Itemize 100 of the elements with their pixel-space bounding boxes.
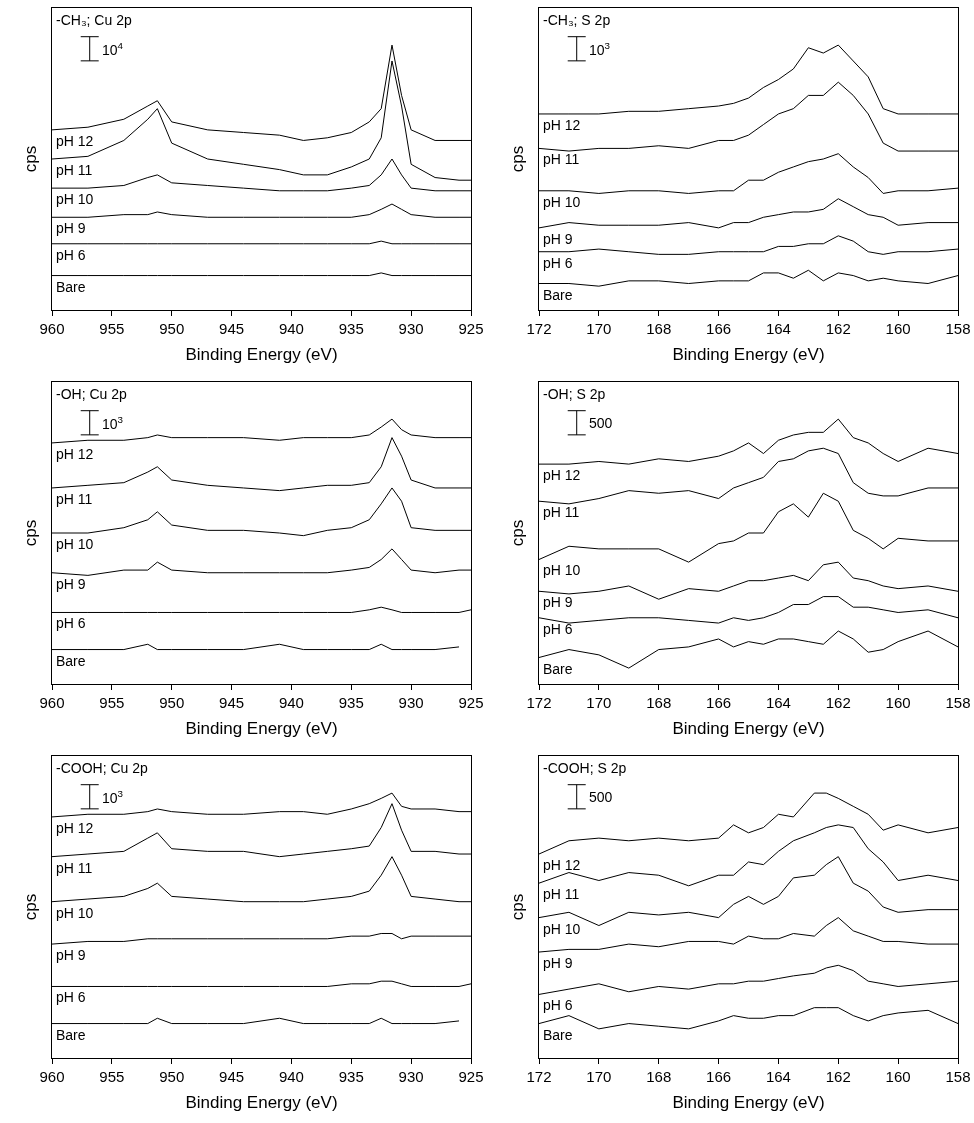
series-label: pH 11 xyxy=(543,886,580,902)
x-tick-label: 164 xyxy=(765,320,791,337)
x-tick-label: 162 xyxy=(825,694,851,711)
x-tick-label: 955 xyxy=(99,1068,125,1085)
series-label: pH 12 xyxy=(543,467,581,483)
series-label: pH 6 xyxy=(56,247,86,263)
series-label: pH 6 xyxy=(543,621,573,637)
x-tick-label: 925 xyxy=(458,1068,484,1085)
x-tick-label: 170 xyxy=(586,694,612,711)
annotation: 10$^{3}$ xyxy=(102,414,124,432)
series-label: pH 9 xyxy=(543,955,573,971)
x-tick-label: 935 xyxy=(338,694,364,711)
chart-title: -COOH; S 2p xyxy=(543,760,627,776)
series-label: pH 10 xyxy=(56,191,94,207)
series-label: pH 11 xyxy=(56,162,93,178)
x-tick-label: 945 xyxy=(219,694,245,711)
x-tick-label: 158 xyxy=(945,694,971,711)
x-tick-label: 162 xyxy=(825,320,851,337)
x-tick-label: 950 xyxy=(159,320,185,337)
x-tick-label: 935 xyxy=(338,320,364,337)
x-tick-label: 950 xyxy=(159,1068,185,1085)
x-tick-label: 955 xyxy=(99,694,125,711)
series-label: pH 9 xyxy=(56,576,86,592)
x-tick-label: 945 xyxy=(219,320,245,337)
series-label: pH 10 xyxy=(543,562,581,578)
series-label: Bare xyxy=(543,661,573,677)
x-tick-label: 166 xyxy=(706,320,732,337)
annotation: 500 xyxy=(589,789,613,805)
annotation: 500 xyxy=(589,415,613,431)
legend-label: pH 12 xyxy=(56,446,94,462)
x-axis-title: Binding Energy (eV) xyxy=(672,345,825,365)
series-label: pH 6 xyxy=(543,255,573,271)
x-axis-title: Binding Energy (eV) xyxy=(185,1093,338,1113)
x-tick-label: 168 xyxy=(646,320,672,337)
x-tick-label: 955 xyxy=(99,320,125,337)
x-tick-label: 930 xyxy=(398,1068,424,1085)
annotation: 10$^{3}$ xyxy=(589,40,611,58)
series-label: Bare xyxy=(543,287,573,303)
x-tick-label: 170 xyxy=(586,320,612,337)
x-tick-label: 162 xyxy=(825,1068,851,1085)
series-label: Bare xyxy=(543,1027,573,1043)
x-tick-label: 950 xyxy=(159,694,185,711)
series-label: pH 12 xyxy=(543,117,581,133)
series-label: pH 11 xyxy=(543,504,580,520)
x-tick-label: 172 xyxy=(526,1068,552,1085)
series-label: pH 12 xyxy=(56,133,94,149)
x-tick-label: 925 xyxy=(458,694,484,711)
x-tick-label: 164 xyxy=(765,1068,791,1085)
x-tick-label: 925 xyxy=(458,320,484,337)
annotation: 10$^{3}$ xyxy=(102,788,124,806)
series-label: pH 11 xyxy=(56,860,93,876)
series-label: pH 10 xyxy=(56,536,94,552)
x-tick-label: 930 xyxy=(398,694,424,711)
x-tick-label: 940 xyxy=(278,694,304,711)
x-tick-label: 166 xyxy=(706,694,732,711)
series-label: pH 10 xyxy=(543,921,581,937)
x-tick-label: 160 xyxy=(885,694,911,711)
series-label: pH 6 xyxy=(56,989,86,1005)
series-label: pH 12 xyxy=(543,857,581,873)
chart-title: -CH₃; Cu 2p xyxy=(56,12,132,28)
y-axis-title: cps xyxy=(20,893,40,921)
x-tick-label: 960 xyxy=(39,694,65,711)
x-tick-label: 166 xyxy=(706,1068,732,1085)
series-label: pH 9 xyxy=(56,947,86,963)
x-axis-title: Binding Energy (eV) xyxy=(672,1093,825,1113)
x-tick-label: 172 xyxy=(526,694,552,711)
series-label: pH 9 xyxy=(543,594,573,610)
series-label: pH 9 xyxy=(56,220,86,236)
series-label: pH 6 xyxy=(543,997,573,1013)
legend-label: pH 12 xyxy=(56,820,94,836)
annotation: 10$^{4}$ xyxy=(102,40,124,58)
y-axis-title: cps xyxy=(507,145,527,173)
chart-title: -OH; Cu 2p xyxy=(56,386,128,402)
x-tick-label: 940 xyxy=(278,320,304,337)
x-axis-title: Binding Energy (eV) xyxy=(185,345,338,365)
series-label: pH 10 xyxy=(543,194,581,210)
x-tick-label: 930 xyxy=(398,320,424,337)
y-axis-title: cps xyxy=(20,519,40,547)
x-tick-label: 935 xyxy=(338,1068,364,1085)
x-tick-label: 158 xyxy=(945,1068,971,1085)
series-label: pH 10 xyxy=(56,905,94,921)
series-label: Bare xyxy=(56,279,86,295)
y-axis-title: cps xyxy=(507,893,527,921)
series-label: pH 11 xyxy=(543,151,580,167)
y-axis-title: cps xyxy=(20,145,40,173)
x-tick-label: 168 xyxy=(646,1068,672,1085)
chart-title: -COOH; Cu 2p xyxy=(56,760,149,776)
series-label: pH 9 xyxy=(543,231,573,247)
x-tick-label: 160 xyxy=(885,1068,911,1085)
x-tick-label: 168 xyxy=(646,694,672,711)
x-tick-label: 940 xyxy=(278,1068,304,1085)
x-tick-label: 158 xyxy=(945,320,971,337)
x-tick-label: 945 xyxy=(219,1068,245,1085)
chart-title: -OH; S 2p xyxy=(543,386,606,402)
series-label: Bare xyxy=(56,653,86,669)
x-tick-label: 164 xyxy=(765,694,791,711)
series-label: Bare xyxy=(56,1027,86,1043)
series-label: pH 11 xyxy=(56,491,93,507)
x-tick-label: 160 xyxy=(885,320,911,337)
x-tick-label: 960 xyxy=(39,320,65,337)
